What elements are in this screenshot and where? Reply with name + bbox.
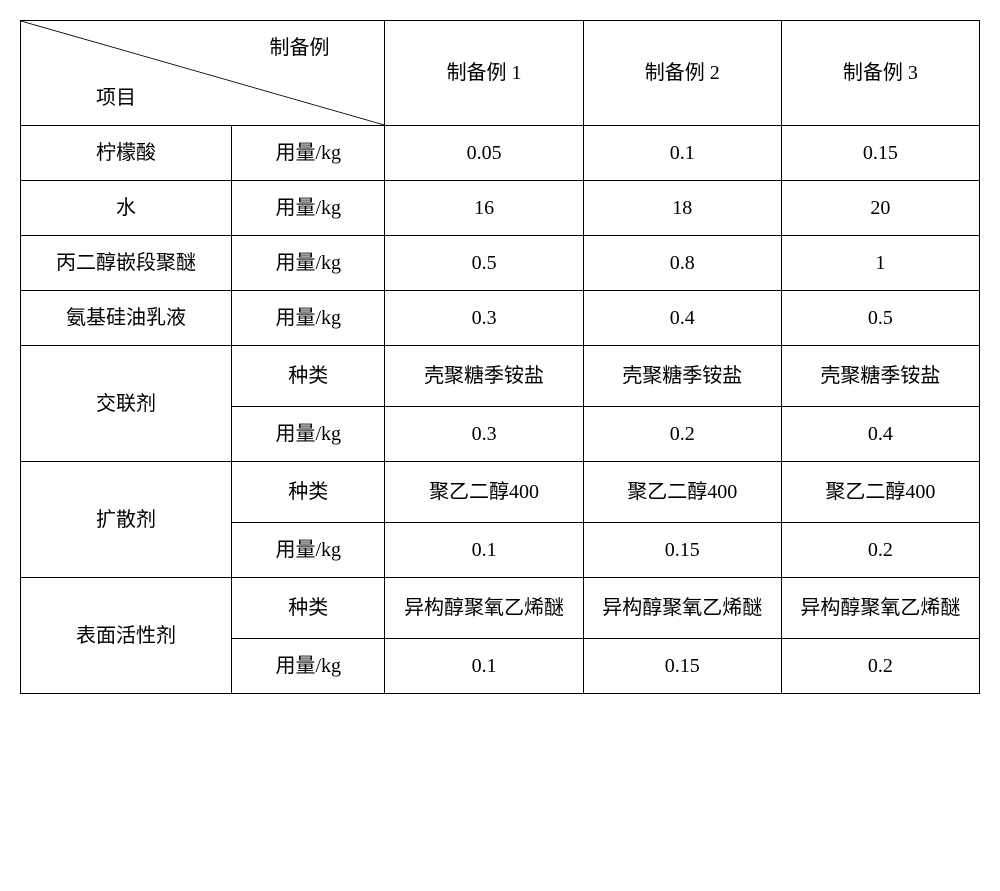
row-type-label: 种类: [232, 578, 385, 639]
cell-value: 0.1: [385, 523, 583, 578]
cell-value: 1: [781, 236, 979, 291]
cell-value: 0.1: [385, 639, 583, 694]
table-row: 交联剂 种类 壳聚糖季铵盐 壳聚糖季铵盐 壳聚糖季铵盐: [21, 346, 980, 407]
cell-value: 0.8: [583, 236, 781, 291]
cell-value: 壳聚糖季铵盐: [385, 346, 583, 407]
cell-value: 0.3: [385, 407, 583, 462]
cell-value: 壳聚糖季铵盐: [781, 346, 979, 407]
row-label: 水: [21, 181, 232, 236]
header-col-3: 制备例 3: [781, 21, 979, 126]
table-row: 水 用量/kg 16 18 20: [21, 181, 980, 236]
cell-value: 0.2: [781, 639, 979, 694]
cell-value: 异构醇聚氧乙烯醚: [781, 578, 979, 639]
cell-value: 0.15: [583, 639, 781, 694]
cell-value: 0.4: [781, 407, 979, 462]
table-header-row: 制备例 项目 制备例 1 制备例 2 制备例 3: [21, 21, 980, 126]
row-amt-label: 用量/kg: [232, 639, 385, 694]
row-unit: 用量/kg: [232, 236, 385, 291]
header-bottom-label: 项目: [96, 79, 136, 117]
cell-value: 0.05: [385, 126, 583, 181]
table-container: 制备例 项目 制备例 1 制备例 2 制备例 3 柠檬酸 用量/kg 0.05 …: [20, 20, 980, 694]
cell-value: 0.4: [583, 291, 781, 346]
row-label: 丙二醇嵌段聚醚: [21, 236, 232, 291]
cell-value: 0.15: [781, 126, 979, 181]
row-group-label: 扩散剂: [21, 462, 232, 578]
cell-value: 20: [781, 181, 979, 236]
cell-value: 0.2: [583, 407, 781, 462]
cell-value: 聚乙二醇400: [583, 462, 781, 523]
cell-value: 0.2: [781, 523, 979, 578]
data-table: 制备例 项目 制备例 1 制备例 2 制备例 3 柠檬酸 用量/kg 0.05 …: [20, 20, 980, 694]
cell-value: 0.3: [385, 291, 583, 346]
row-unit: 用量/kg: [232, 291, 385, 346]
header-top-label: 制备例: [269, 29, 329, 67]
cell-value: 异构醇聚氧乙烯醚: [385, 578, 583, 639]
row-unit: 用量/kg: [232, 181, 385, 236]
row-amt-label: 用量/kg: [232, 523, 385, 578]
header-col-2: 制备例 2: [583, 21, 781, 126]
diagonal-line-icon: [21, 21, 384, 125]
cell-value: 0.5: [781, 291, 979, 346]
row-group-label: 表面活性剂: [21, 578, 232, 694]
row-label: 氨基硅油乳液: [21, 291, 232, 346]
cell-value: 壳聚糖季铵盐: [583, 346, 781, 407]
cell-value: 异构醇聚氧乙烯醚: [583, 578, 781, 639]
row-label: 柠檬酸: [21, 126, 232, 181]
cell-value: 0.15: [583, 523, 781, 578]
cell-value: 0.1: [583, 126, 781, 181]
cell-value: 0.5: [385, 236, 583, 291]
cell-value: 16: [385, 181, 583, 236]
table-row: 丙二醇嵌段聚醚 用量/kg 0.5 0.8 1: [21, 236, 980, 291]
table-row: 扩散剂 种类 聚乙二醇400 聚乙二醇400 聚乙二醇400: [21, 462, 980, 523]
table-row: 柠檬酸 用量/kg 0.05 0.1 0.15: [21, 126, 980, 181]
cell-value: 聚乙二醇400: [781, 462, 979, 523]
cell-value: 18: [583, 181, 781, 236]
table-row: 氨基硅油乳液 用量/kg 0.3 0.4 0.5: [21, 291, 980, 346]
row-unit: 用量/kg: [232, 126, 385, 181]
row-type-label: 种类: [232, 462, 385, 523]
row-amt-label: 用量/kg: [232, 407, 385, 462]
table-row: 表面活性剂 种类 异构醇聚氧乙烯醚 异构醇聚氧乙烯醚 异构醇聚氧乙烯醚: [21, 578, 980, 639]
diagonal-header-cell: 制备例 项目: [21, 21, 385, 126]
row-type-label: 种类: [232, 346, 385, 407]
cell-value: 聚乙二醇400: [385, 462, 583, 523]
row-group-label: 交联剂: [21, 346, 232, 462]
header-col-1: 制备例 1: [385, 21, 583, 126]
